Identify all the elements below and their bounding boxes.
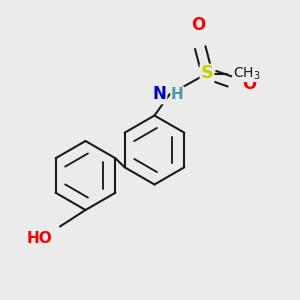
Text: HO: HO bbox=[27, 231, 52, 246]
Text: O: O bbox=[191, 16, 205, 34]
Text: S: S bbox=[200, 64, 214, 82]
Text: N: N bbox=[153, 85, 166, 103]
Text: H: H bbox=[171, 87, 184, 102]
Text: O: O bbox=[242, 75, 256, 93]
Text: CH$_3$: CH$_3$ bbox=[233, 65, 261, 82]
